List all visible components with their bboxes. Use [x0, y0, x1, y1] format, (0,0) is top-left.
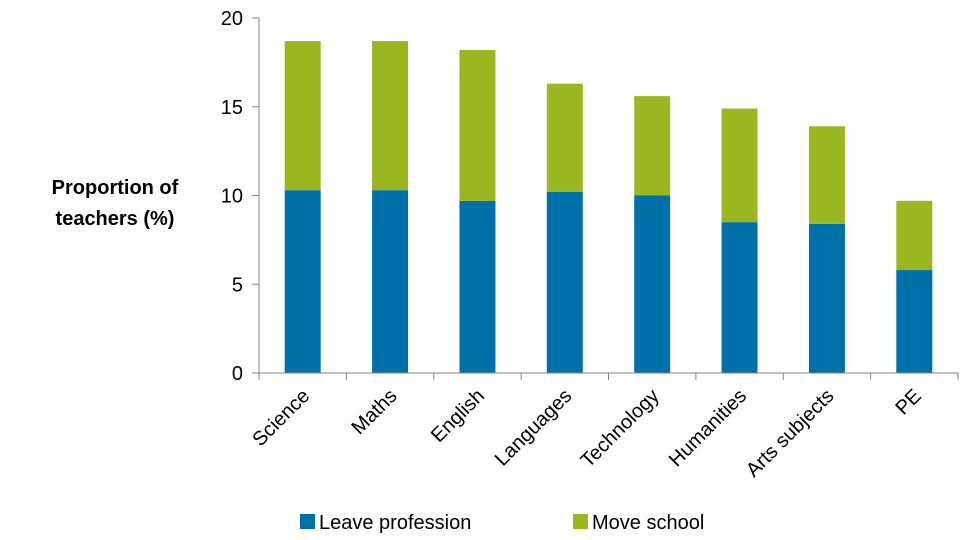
bar-move-school: [459, 49, 496, 201]
bars-group: [284, 41, 933, 373]
x-tick-label: Languages: [491, 385, 577, 471]
bar-move-school: [372, 41, 409, 191]
x-tick-label: Science: [248, 385, 314, 451]
legend-item-move-school: Move school: [592, 512, 704, 534]
x-axis-tick-labels: Science Maths English Languages Technology Hu…: [248, 385, 925, 482]
legend-item-leave-profession: Leave profession: [319, 512, 471, 534]
y-tick-label: 5: [232, 274, 243, 296]
bar-move-school: [284, 41, 321, 191]
x-tick-label: PE: [891, 385, 925, 419]
y-tick-label: 20: [221, 8, 243, 30]
bar-leave-profession: [546, 191, 583, 373]
bar-leave-profession: [459, 200, 496, 373]
legend-swatch: [300, 514, 315, 529]
bar-move-school: [808, 126, 845, 224]
x-tick-label: Technology: [577, 385, 664, 472]
x-tick-label: English: [427, 385, 489, 447]
legend: Leave profession Move school: [300, 512, 704, 534]
y-axis-label-line-1: Proportion of: [52, 177, 179, 199]
y-tick-label: 10: [221, 186, 243, 208]
bar-leave-profession: [808, 223, 845, 373]
y-axis-label-line-2: teachers (%): [56, 208, 175, 230]
bar-leave-profession: [634, 195, 671, 373]
x-tick-label: Arts subjects: [742, 385, 839, 482]
x-tick-label: Humanities: [665, 385, 751, 471]
y-tick-label: 0: [232, 363, 243, 385]
x-tick-label: Maths: [348, 385, 402, 439]
axes: [258, 18, 959, 380]
bar-move-school: [546, 83, 583, 192]
y-axis-ticks: 0 5 10 15 20: [221, 8, 259, 385]
y-tick-label: 15: [221, 97, 243, 119]
legend-swatch: [573, 514, 588, 529]
bar-leave-profession: [372, 190, 409, 373]
bar-move-school: [896, 200, 933, 271]
bar-move-school: [634, 96, 671, 196]
bar-move-school: [721, 108, 758, 223]
bar-leave-profession: [721, 222, 758, 373]
bar-leave-profession: [896, 270, 933, 373]
bar-leave-profession: [284, 190, 321, 373]
